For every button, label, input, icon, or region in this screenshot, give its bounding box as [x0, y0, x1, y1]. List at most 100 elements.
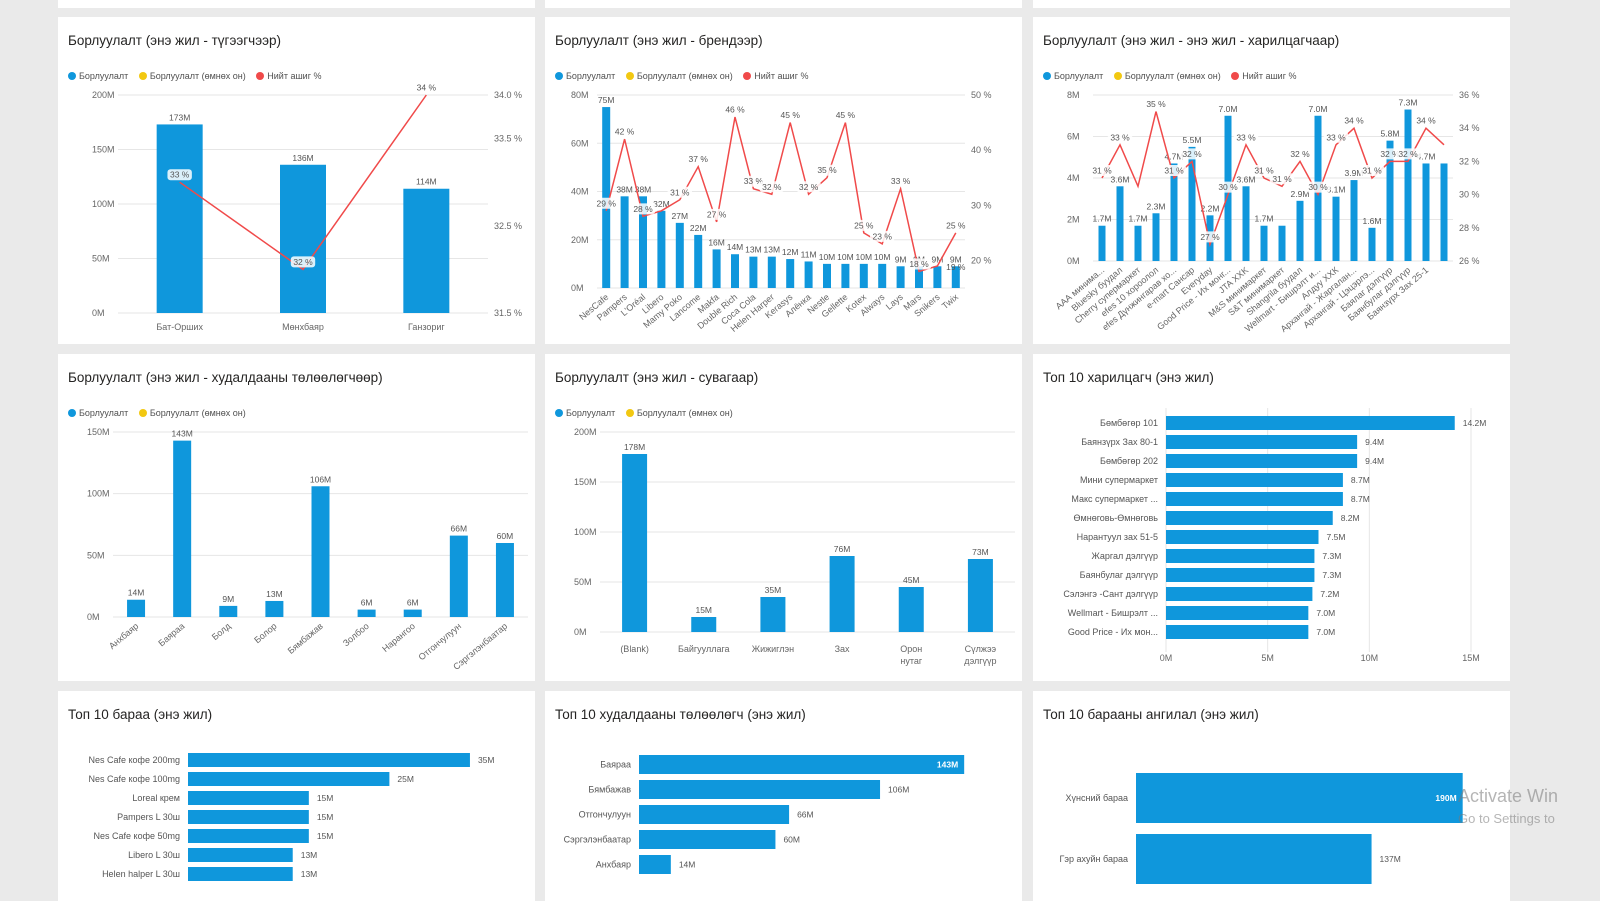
bar-data-label: 7.0M: [1219, 104, 1238, 114]
panel-sales-by-brand[interactable]: Борлуулалт (энэ жил - брендээр) Борлуула…: [545, 17, 1022, 344]
bar: [1134, 225, 1142, 261]
line-label-bg: [1197, 231, 1223, 243]
bar-data-label: 8.7M: [1351, 494, 1370, 504]
y2-tick-label: 50 %: [971, 90, 992, 100]
x-tick-label: Болд: [210, 620, 233, 642]
bar-data-label: 9M: [931, 254, 943, 264]
legend-margin-marker: [1231, 72, 1240, 80]
bar: [1332, 196, 1340, 261]
chart-title: Борлуулалт (энэ жил - брендээр): [555, 33, 763, 48]
line-label-bg: [630, 203, 656, 215]
bar-data-label: 7.0M: [1309, 104, 1328, 114]
line-data-label: 37 %: [689, 154, 709, 164]
legend-margin-marker: [743, 72, 752, 80]
panel-top10-customers[interactable]: Топ 10 харилцагч (энэ жил) 0M 5M 10M 15M Бөм…: [1033, 354, 1510, 681]
x-tick-label: Отгончулуун: [417, 621, 464, 662]
legend-margin: Нийт ашиг %: [267, 71, 322, 81]
panel-sales-by-channel[interactable]: Борлуулалт (энэ жил - сувагаар) Борлуула…: [545, 354, 1022, 681]
bar-data-label: 45M: [903, 575, 920, 585]
y-tick-label: 0M: [574, 627, 587, 637]
bar-data-label: 7.5M: [1327, 532, 1346, 542]
bar-data-label: 3.6M: [1111, 174, 1130, 184]
y-tick-label: 8M: [1067, 90, 1080, 100]
y-tick-label: 0M: [87, 612, 100, 622]
bar-data-label: 66M: [797, 810, 814, 820]
panel-sales-by-rep[interactable]: Борлуулалт (энэ жил - худалдааны төлөөлө…: [58, 354, 535, 681]
y-tick-label: 0M: [92, 308, 105, 318]
bar: [403, 609, 422, 617]
line-data-label: 45 %: [781, 110, 801, 120]
line-data-label: 35 %: [1146, 99, 1166, 109]
bar: [1350, 180, 1358, 261]
x-tick-label: Бат-Орших: [156, 322, 203, 332]
y-tick-label: 60M: [571, 138, 589, 148]
bar-data-label: 2.2M: [1201, 203, 1220, 213]
bar-data-label: 4.7M: [1165, 151, 1184, 161]
line-data-label: 28 %: [633, 204, 653, 214]
bar: [915, 266, 923, 288]
bar: [1166, 606, 1309, 620]
category-label: Бөмбөгөр 101: [1100, 418, 1158, 428]
bar: [1166, 568, 1315, 582]
line-label-bg: [888, 175, 913, 187]
bar: [1296, 200, 1304, 261]
legend-sales: Борлуулалт: [79, 408, 129, 418]
line-data-label: 31 %: [1254, 166, 1274, 176]
chart-legend: Борлуулалт Борлуулалт (өмнөх он) Нийт аш…: [1043, 71, 1304, 81]
panel-top10-products[interactable]: Топ 10 бараа (энэ жил) Nes Cafe кофе 200…: [58, 691, 535, 901]
panel-top10-reps[interactable]: Топ 10 худалдааны төлөөлөгч (энэ жил) Ба…: [545, 691, 1022, 901]
bar: [1260, 225, 1268, 261]
bar: [1422, 163, 1430, 261]
bar: [156, 124, 203, 314]
bar: [878, 263, 887, 288]
bar: [823, 263, 831, 288]
category-label: Өмнөговь-Өмнөговь: [1074, 513, 1159, 523]
bar-data-label: 3.1M: [1327, 185, 1346, 195]
panel-top10-categories[interactable]: Топ 10 барааны ангилал (энэ жил) Хүнсний…: [1033, 691, 1510, 901]
bar: [188, 791, 309, 805]
bar: [639, 755, 965, 774]
x-tick-label: Болор: [252, 621, 278, 645]
bar-data-label: 9.4M: [1365, 456, 1384, 466]
panel-sales-by-distributor[interactable]: Борлуулалт (энэ жил - түгээгчээр) Борлуу…: [58, 17, 535, 344]
line-data-label: 33 %: [170, 170, 190, 180]
line-label-bg: [778, 109, 803, 121]
bar-data-label: 137M: [1380, 854, 1401, 864]
line-data-label: 31 %: [1164, 166, 1184, 176]
bar: [896, 266, 905, 288]
bar-data-label: 76M: [834, 544, 851, 554]
y2-tick-label: 33.5 %: [494, 134, 522, 144]
bar: [1098, 225, 1106, 261]
bar: [188, 753, 470, 767]
legend-prev: Борлуулалт (өмнөх он): [1124, 71, 1221, 81]
bar-data-label: 14M: [128, 588, 145, 598]
line-data-label: 32 %: [1290, 149, 1310, 159]
y2-tick-label: 30 %: [971, 200, 992, 210]
category-label: Мини супермаркет: [1080, 475, 1158, 485]
legend-prev-marker: [138, 409, 147, 417]
bar-data-label: 1.7M: [1255, 214, 1274, 224]
line-data-label: 32 %: [1182, 149, 1202, 159]
line-data-label: 33 %: [744, 176, 764, 186]
bar-data-label: 15M: [317, 793, 334, 803]
y-tick-label: 150M: [92, 145, 115, 155]
bar-data-label: 13M: [266, 589, 283, 599]
line-data-label: 34 %: [1344, 116, 1364, 126]
bar-data-label: 10M: [856, 252, 873, 262]
category-label: Макс супермаркет ...: [1071, 494, 1158, 504]
category-label: Nes Cafe кофе 200mg: [89, 755, 181, 765]
line-label-bg: [1359, 165, 1385, 176]
panel-sales-by-customer[interactable]: Борлуулалт (энэ жил - энэ жил - харилцаг…: [1033, 17, 1510, 344]
bar: [219, 605, 238, 617]
line-label-bg: [667, 186, 692, 198]
line-data-label: 30 %: [1308, 182, 1328, 192]
line-label-bg: [1323, 131, 1349, 143]
line-label-bg: [704, 208, 729, 220]
line-data-label: 31 %: [1272, 174, 1292, 184]
bar: [639, 780, 881, 799]
bar-data-label: 66M: [451, 524, 468, 534]
line-label-bg: [1215, 181, 1241, 193]
bar: [188, 848, 293, 862]
bar: [1170, 163, 1178, 261]
line-data-label: 33 %: [1110, 132, 1130, 142]
